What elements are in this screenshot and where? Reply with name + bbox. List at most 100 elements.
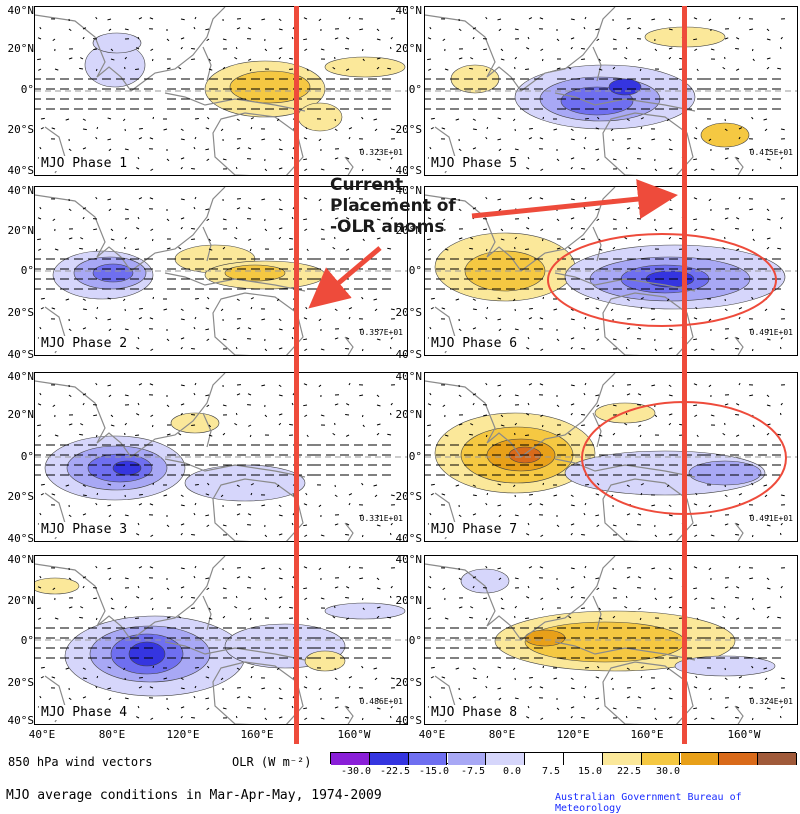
vector-scale-phase-4: 0.486E+01 <box>360 697 403 706</box>
map-phase-5 <box>425 7 798 176</box>
annotation-line-1: Current <box>330 175 456 196</box>
lat-label: 40°S <box>0 714 34 727</box>
lat-label: 40°S <box>0 164 34 177</box>
vector-scale-phase-1: 0.323E+01 <box>360 148 403 157</box>
annotation-text: Current Placement of -OLR anoms <box>330 175 456 238</box>
colorbar-tick: 15.0 <box>568 766 612 777</box>
colorbar-tick: 7.5 <box>529 766 573 777</box>
panel-phase-3: 0.331E+01 MJO Phase 3 <box>34 372 408 542</box>
phase-label-5: MJO Phase 5 <box>429 156 519 171</box>
lat-label: 0° <box>388 450 422 463</box>
annotation-line-2: Placement of <box>330 196 456 217</box>
colorbar-cell <box>486 753 525 765</box>
lat-label: 20°N <box>0 408 34 421</box>
lat-label: 40°N <box>0 184 34 197</box>
lat-label: 40°N <box>0 553 34 566</box>
lat-label: 0° <box>0 450 34 463</box>
vector-scale-phase-2: 0.357E+01 <box>360 328 403 337</box>
colorbar: -30.0 -22.5 -15.0 -7.5 0.0 7.5 15.0 22.5… <box>330 752 796 782</box>
olr-anomaly-blob <box>595 403 655 423</box>
lat-label: 20°S <box>388 306 422 319</box>
map-phase-7 <box>425 373 798 542</box>
lat-label: 20°S <box>388 123 422 136</box>
olr-anomaly-blob <box>701 123 749 147</box>
olr-anomaly-blob <box>129 642 165 666</box>
olr-anomaly-blob <box>93 264 133 282</box>
colorbar-cell <box>681 753 720 765</box>
lat-label: 20°N <box>0 224 34 237</box>
lon-label: 160°E <box>627 728 667 741</box>
lat-label: 40°N <box>388 553 422 566</box>
olr-anomaly-blob <box>609 79 641 95</box>
olr-anomaly-blob <box>325 57 405 77</box>
lat-label: 20°N <box>388 594 422 607</box>
lat-label: 40°N <box>0 4 34 17</box>
wind-vector-label: 850 hPa wind vectors <box>8 755 153 769</box>
lat-label: 20°S <box>388 490 422 503</box>
lon-label: 120°E <box>163 728 203 741</box>
map-phase-4 <box>35 556 408 725</box>
map-phase-1 <box>35 7 408 176</box>
vector-scale-phase-8: 0.324E+01 <box>750 697 793 706</box>
annotation-line-3: -OLR anoms <box>330 217 456 238</box>
panel-phase-1: 0.323E+01 MJO Phase 1 <box>34 6 408 176</box>
lat-label: 0° <box>0 634 34 647</box>
panel-phase-6: 0.491E+01 MJO Phase 6 <box>424 186 798 356</box>
colorbar-cell <box>564 753 603 765</box>
olr-anomaly-blob <box>35 578 79 594</box>
colorbar-label: OLR (W m⁻²) <box>232 755 311 769</box>
olr-anomaly-blob <box>305 651 345 671</box>
lon-label: 40°E <box>22 728 62 741</box>
colorbar-tick: -30.0 <box>334 766 378 777</box>
colorbar-cells <box>330 752 796 764</box>
olr-anomaly-blob <box>113 461 141 475</box>
vector-scale-phase-6: 0.491E+01 <box>750 328 793 337</box>
panel-phase-4: 0.486E+01 MJO Phase 4 <box>34 555 408 725</box>
colorbar-tick: -15.0 <box>412 766 456 777</box>
credit-text: Australian Government Bureau of Meteorol… <box>555 792 800 814</box>
lat-label: 0° <box>388 83 422 96</box>
olr-anomaly-blob <box>171 413 219 433</box>
lat-label: 0° <box>0 264 34 277</box>
figure-title: MJO average conditions in Mar-Apr-May, 1… <box>6 788 382 803</box>
lon-label: 160°W <box>724 728 764 741</box>
lat-label: 20°S <box>0 490 34 503</box>
lon-label: 160°W <box>334 728 374 741</box>
lat-label: 20°S <box>0 123 34 136</box>
lat-label: 40°S <box>0 348 34 361</box>
lat-label: 40°N <box>388 370 422 383</box>
lon-label: 80°E <box>92 728 132 741</box>
vector-scale-phase-5: 0.415E+01 <box>750 148 793 157</box>
phase-label-8: MJO Phase 8 <box>429 705 519 720</box>
lat-label: 20°N <box>0 42 34 55</box>
colorbar-tick: -7.5 <box>451 766 495 777</box>
red-marker-line-left <box>294 6 299 744</box>
panel-phase-7: 0.491E+01 MJO Phase 7 <box>424 372 798 542</box>
panel-phase-5: 0.415E+01 MJO Phase 5 <box>424 6 798 176</box>
lat-label: 0° <box>0 83 34 96</box>
lat-label: 20°N <box>388 42 422 55</box>
red-marker-line-right <box>682 6 687 744</box>
vector-scale-phase-3: 0.331E+01 <box>360 514 403 523</box>
phase-label-2: MJO Phase 2 <box>39 336 129 351</box>
lat-label: 40°S <box>388 714 422 727</box>
colorbar-tick: 30.0 <box>646 766 690 777</box>
colorbar-cell <box>409 753 448 765</box>
lat-label: 0° <box>388 264 422 277</box>
colorbar-tick: -22.5 <box>373 766 417 777</box>
panel-phase-8: 0.324E+01 MJO Phase 8 <box>424 555 798 725</box>
colorbar-cell <box>719 753 758 765</box>
lat-label: 40°S <box>388 348 422 361</box>
lon-label: 40°E <box>412 728 452 741</box>
lat-label: 20°S <box>388 676 422 689</box>
olr-anomaly-blob <box>298 103 342 131</box>
phase-label-6: MJO Phase 6 <box>429 336 519 351</box>
lat-label: 40°S <box>388 532 422 545</box>
lat-label: 20°S <box>0 306 34 319</box>
map-phase-6 <box>425 187 798 356</box>
phase-label-1: MJO Phase 1 <box>39 156 129 171</box>
colorbar-cell <box>758 753 797 765</box>
colorbar-cell <box>448 753 487 765</box>
lon-label: 160°E <box>237 728 277 741</box>
colorbar-cell <box>331 753 370 765</box>
